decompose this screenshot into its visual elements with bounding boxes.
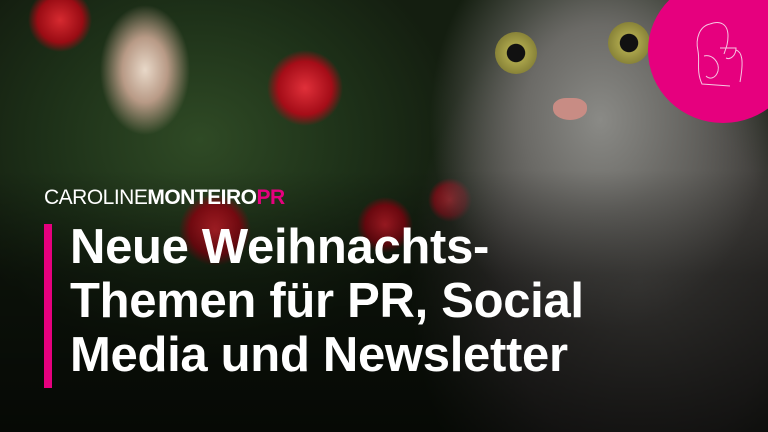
- accent-bar: [44, 224, 52, 388]
- headline-line: Neue Weihnachts-: [70, 220, 490, 274]
- headline-line: Themen für PR, Social: [70, 274, 584, 328]
- headline: Neue Weihnachts- Themen für PR, Social M…: [70, 220, 584, 382]
- brand-badge: [648, 0, 768, 123]
- logo-caroline: CAROLINE: [44, 186, 148, 209]
- headline-line: Media und Newsletter: [70, 328, 568, 382]
- cat-eye-left: [495, 32, 537, 74]
- logo-pr: PR: [256, 186, 286, 209]
- cat-eye-right: [608, 22, 650, 64]
- text-shade: [0, 170, 768, 432]
- brand-logo: CAROLINEMONTEIROPR: [44, 186, 285, 210]
- woman-with-cup-icon: [696, 22, 743, 87]
- cat-nose: [553, 98, 587, 120]
- logo-monteiro: MONTEIRO: [147, 186, 257, 209]
